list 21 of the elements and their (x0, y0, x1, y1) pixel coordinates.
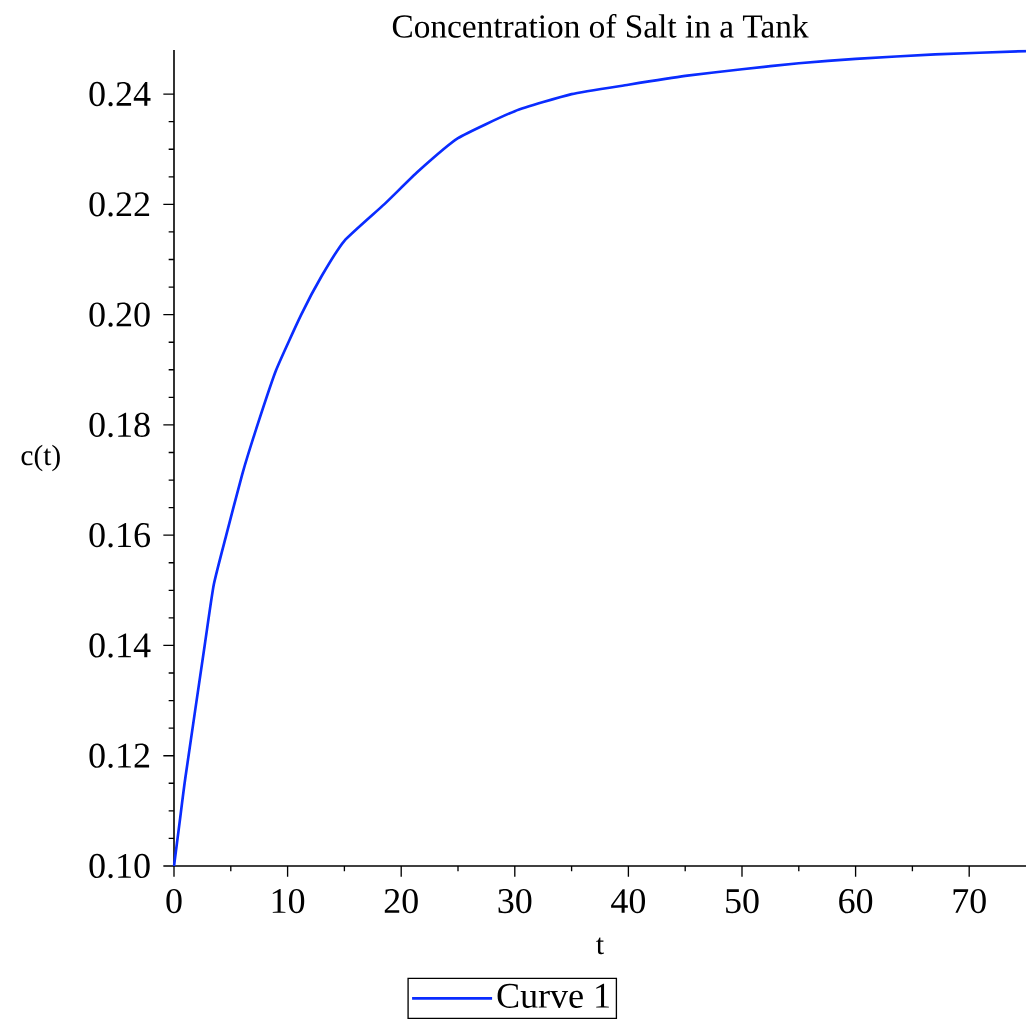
y-tick-label: 0.16 (89, 522, 150, 548)
x-tick-label: 30 (498, 888, 532, 914)
y-tick-label: 0.24 (89, 81, 151, 107)
y-tick-label: 0.22 (89, 192, 150, 217)
y-tick-label: 0.10 (89, 853, 150, 879)
x-tick-label: 50 (726, 888, 759, 914)
x-tick-label: 10 (272, 888, 305, 914)
x-tick-label: 0 (166, 888, 182, 914)
legend-label: Curve 1 (497, 983, 609, 1008)
x-tick-label: 20 (384, 888, 418, 914)
y-tick-label: 0.20 (89, 302, 150, 327)
chart-title: Concentration of Salt in a Tank (392, 13, 809, 38)
y-tick-label: 0.18 (89, 412, 150, 438)
line-series (172, 49, 1026, 868)
y-tick-label: 0.14 (89, 633, 151, 658)
x-axis-title: t (596, 937, 604, 955)
x-tick-label: 40 (611, 888, 646, 914)
y-tick-label: 0.12 (89, 743, 150, 768)
x-tick-label: 70 (953, 888, 986, 914)
y-axis-title: c(t) (21, 444, 60, 472)
x-tick-label: 60 (839, 888, 873, 914)
